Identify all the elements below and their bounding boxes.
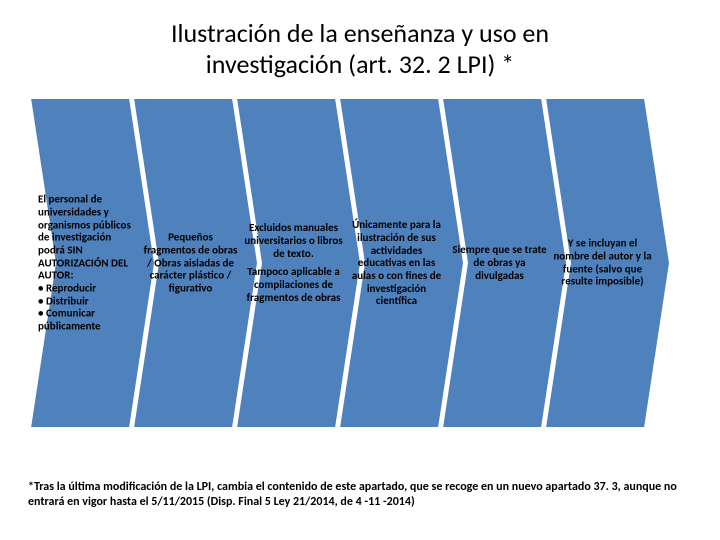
arrow-1-bullet-3: Comunicar públicamente: [38, 308, 137, 333]
arrow-1-intro: El personal de universidades y organismo…: [38, 193, 131, 257]
arrow-5-text: Siempre que se trate de obras ya divulga…: [450, 244, 549, 282]
page-title: Ilustración de la enseñanza y uso en inv…: [0, 0, 720, 88]
arrow-1-text: El personal de universidades y organismo…: [38, 194, 137, 333]
footnote: *Tras la última modificación de la LPI, …: [28, 480, 692, 510]
title-line1: Ilustración de la enseñanza y uso en: [171, 17, 549, 49]
arrow-3-text: Excluidos manuales universitarios o libr…: [244, 222, 343, 304]
arrow-1-bullets: Reproducir Distribuir Comunicar públicam…: [38, 282, 137, 333]
chevron-arrows-row: El personal de universidades y organismo…: [0, 88, 720, 438]
arrow-2-text: Pequeños fragmentos de obras / Obras ais…: [141, 232, 240, 295]
arrow-3-text-top: Excluidos manuales universitarios o libr…: [244, 221, 342, 259]
arrow-6-text: Y se incluyan el nombre del autor y la f…: [553, 238, 652, 289]
arrow-4-text: Únicamente para la ilustración de sus ac…: [347, 219, 446, 307]
arrow-1-bullet-2: Distribuir: [38, 295, 137, 308]
arrow-3-text-bottom: Tampoco aplicable a compilaciones de fra…: [247, 265, 341, 303]
arrow-6: Y se incluyan el nombre del autor y la f…: [545, 98, 670, 428]
title-line2: investigación (art. 32. 2 LPI) *: [206, 48, 514, 80]
